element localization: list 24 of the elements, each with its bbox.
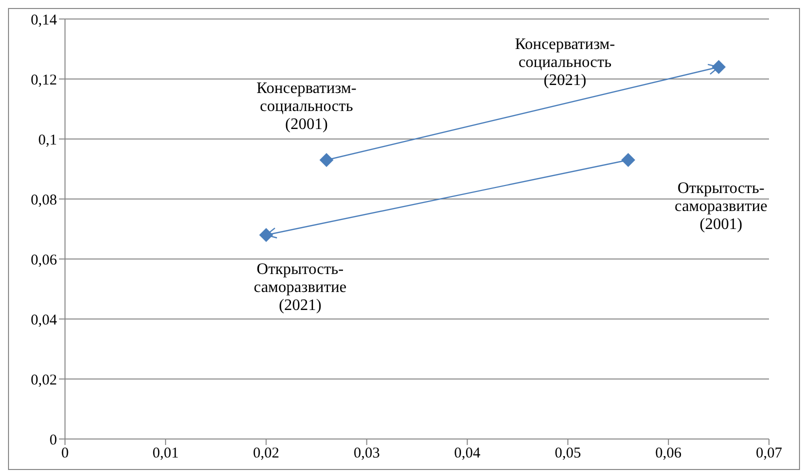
y-tick-label: 0,1	[38, 132, 57, 148]
x-tick-label: 0,07	[756, 446, 783, 462]
y-tick-label: 0,06	[30, 252, 58, 268]
x-tick-label: 0,02	[253, 446, 280, 462]
x-tick-label: 0,03	[354, 446, 380, 462]
annotation: Открытость- саморазвитие (2001)	[674, 180, 768, 234]
annotation: Консерватизм- социальность (2021)	[514, 36, 616, 90]
point	[712, 60, 726, 74]
x-tick-label: 0,05	[554, 446, 581, 462]
y-tick-label: 0,04	[30, 312, 58, 328]
point	[259, 228, 274, 242]
y-tick-label: 0,12	[30, 72, 57, 88]
x-tick-label: 0	[61, 446, 69, 462]
y-tick-label: 0,14	[30, 12, 58, 28]
x-tick-label: 0,01	[152, 446, 179, 462]
point	[621, 153, 636, 167]
y-tick-label: 0,02	[30, 372, 57, 388]
point	[319, 153, 334, 167]
annotation: Консерватизм- социальность (2001)	[256, 80, 358, 134]
x-tick-label: 0,04	[454, 446, 481, 462]
y-tick-label: 0	[50, 432, 57, 448]
annotation: Открытость- саморазвитие (2021)	[252, 261, 348, 315]
x-tick-label: 0,06	[655, 446, 682, 462]
y-tick-label: 0,08	[30, 192, 57, 208]
